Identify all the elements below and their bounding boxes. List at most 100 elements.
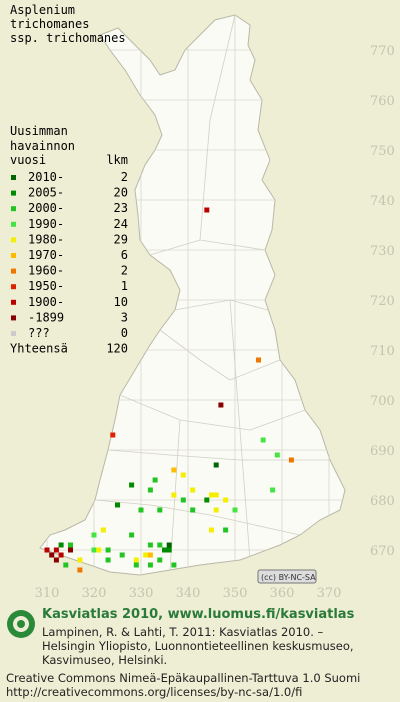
observation-square [162,547,167,553]
observation-square [138,507,144,513]
observation-square [96,547,102,553]
total-count: 120 [106,342,128,356]
observation-square [110,432,116,438]
observation-square [143,552,149,558]
legend-label: 1980- [28,232,64,246]
species-title: Asplenium [10,3,75,17]
observation-square [49,552,55,558]
observation-square [157,542,163,548]
observation-square [133,557,139,563]
observation-square [274,452,280,458]
legend-label: 2005- [28,186,64,200]
legend-swatch [11,299,16,305]
observation-square [213,462,219,468]
observation-square [147,542,153,548]
observation-square [204,497,210,503]
observation-square [157,507,163,513]
grid-label-y: 730 [370,244,395,259]
citation: Lampinen, R. & Lahti, T. 2011: Kasviatla… [42,625,324,639]
badge-frame [257,569,317,584]
grid-label-x: 310 [35,586,60,601]
grid-label-y: 720 [370,294,395,309]
observation-square [115,502,120,508]
grid-label-y: 710 [370,344,395,359]
species-title: ssp. trichomanes [10,31,126,45]
observation-square [204,207,210,213]
badge-text: (cc) BY-NC-SA [261,573,316,582]
legend-swatch [11,221,16,227]
legend-label: ??? [28,326,50,340]
observation-square [68,547,73,553]
grid-label-x: 330 [129,586,154,601]
observation-square [209,492,214,498]
license: http://creativecommons.org/licenses/by-n… [6,685,302,699]
observation-square [77,567,83,573]
grid-label-x: 350 [223,586,248,601]
observation-square [180,472,186,478]
grid-label-y: 750 [370,144,395,159]
legend-count: 0 [121,326,128,340]
observation-square [53,557,59,563]
observation-square [133,562,139,568]
grid-label-x: 340 [176,586,201,601]
legend-count: 3 [121,310,128,324]
legend-label: 1960- [28,264,64,278]
observation-square [232,507,238,513]
logo-core [17,620,25,628]
observation-square [190,487,196,493]
legend-heading: lkm [106,153,128,167]
observation-square [223,497,229,503]
observation-square [260,437,266,443]
observation-square [171,492,177,498]
observation-square [157,557,163,563]
legend-label: 2010- [28,170,64,184]
observation-square [180,497,186,503]
legend-label: 1970- [28,248,64,262]
citation: Kasvimuseo, Helsinki. [42,653,167,667]
legend-swatch [11,331,16,336]
legend-count: 29 [114,232,128,246]
legend-heading: havainnon [10,139,75,153]
observation-square [100,527,106,533]
legend-heading: vuosi [10,153,46,167]
legend-swatch [11,315,16,321]
observation-square [147,562,153,568]
grid-label-x: 370 [317,586,342,601]
observation-square [44,547,50,553]
observation-square [190,507,196,513]
observation-square [152,477,158,483]
legend-count: 2 [121,170,128,184]
legend-count: 2 [121,264,128,278]
observation-square [147,552,153,558]
grid-label-y: 700 [370,394,395,409]
legend-label: -1899 [28,310,64,324]
grid-label-x: 320 [82,586,107,601]
legend-swatch [11,284,16,290]
observation-square [105,547,111,553]
observation-square [58,542,64,548]
footer-heading: Kasviatlas 2010, www.luomus.fi/kasviatla… [42,607,355,622]
legend-swatch [11,206,16,212]
observation-square [77,557,83,563]
observation-square [288,457,294,463]
legend-swatch [11,253,16,258]
legend-count: 24 [114,217,128,231]
observation-square [129,482,135,488]
grid-label-y: 760 [370,94,395,109]
observation-square [171,562,177,568]
legend-count: 10 [114,295,128,309]
observation-square [209,527,214,533]
observation-square [166,542,172,548]
observation-square [256,357,261,363]
observation-square [63,562,69,568]
observation-square [223,527,229,533]
legend-count: 6 [121,248,128,262]
logo [7,610,35,638]
observation-square [91,547,97,553]
legend-count: 20 [114,186,128,200]
observations [44,207,294,573]
legend-swatch [11,175,16,180]
